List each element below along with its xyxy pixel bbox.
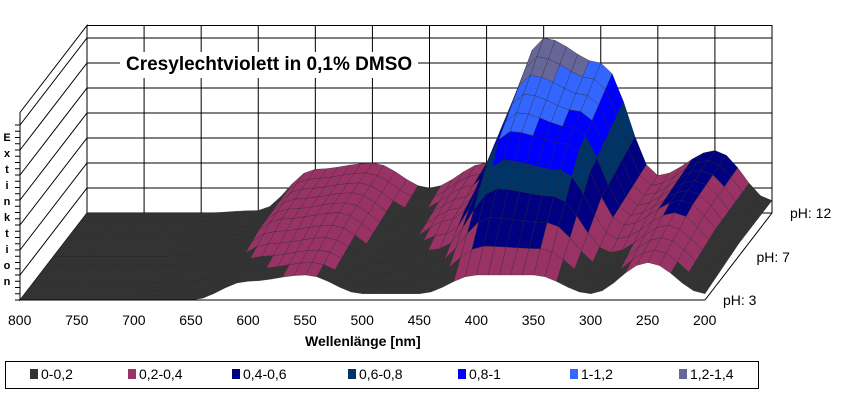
x-tick-label: 550 — [293, 312, 317, 328]
legend-label: 0-0,2 — [41, 366, 73, 382]
legend-swatch — [128, 369, 136, 379]
x-tick-label: 750 — [65, 312, 89, 328]
x-tick-label: 350 — [521, 312, 546, 328]
legend-item: 0,2-0,4 — [128, 366, 183, 382]
x-tick-label: 400 — [464, 312, 489, 328]
legend-label: 0,2-0,4 — [139, 366, 183, 382]
legend-item: 0-0,2 — [30, 366, 73, 382]
x-tick-label: 500 — [350, 312, 374, 328]
x-tick-label: 650 — [179, 312, 203, 328]
z-axis-label: E x t i n k t i o n — [3, 132, 11, 288]
x-tick-label: 600 — [236, 312, 260, 328]
depth-tick-label: pH: 12 — [790, 205, 832, 221]
legend-swatch — [458, 369, 466, 379]
legend-item: 0,6-0,8 — [348, 366, 403, 382]
x-tick-label: 200 — [693, 312, 717, 328]
chart-title: Cresylechtviolett in 0,1% DMSO — [120, 52, 419, 78]
depth-axis — [704, 212, 773, 301]
legend-swatch — [348, 369, 356, 379]
legend-label: 0,6-0,8 — [359, 366, 403, 382]
x-axis-label: Wellenlänge [nm] — [305, 333, 421, 349]
legend-swatch — [232, 369, 240, 379]
x-tick-label: 450 — [407, 312, 431, 328]
x-tick-label: 250 — [635, 312, 660, 328]
x-tick-label: 800 — [8, 312, 32, 328]
legend-item: 0,8-1 — [458, 366, 501, 382]
legend-label: 1,2-1,4 — [690, 366, 734, 382]
x-tick-label: 700 — [122, 312, 146, 328]
x-tick-label: 300 — [578, 312, 603, 328]
legend-item: 1-1,2 — [570, 366, 613, 382]
legend: 0-0,2 0,2-0,4 0,4-0,6 0,6-0,8 0,8-1 1-1,2 1,2-… — [5, 361, 759, 389]
depth-tick-label: pH: 3 — [723, 292, 757, 308]
legend-label: 0,8-1 — [469, 366, 501, 382]
legend-item: 1,2-1,4 — [679, 366, 734, 382]
legend-label: 0,4-0,6 — [243, 366, 287, 382]
depth-tick-label: pH: 7 — [756, 248, 790, 265]
surface-cell — [693, 280, 712, 294]
legend-swatch — [570, 369, 578, 379]
legend-swatch — [679, 369, 687, 379]
legend-swatch — [30, 369, 38, 379]
legend-label: 1-1,2 — [581, 366, 613, 382]
legend-item: 0,4-0,6 — [232, 366, 287, 382]
